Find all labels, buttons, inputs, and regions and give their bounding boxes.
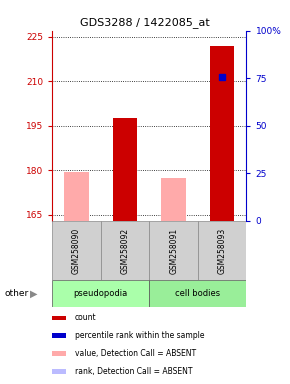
- Bar: [149, 221, 198, 280]
- Bar: [52, 280, 149, 307]
- Text: GSM258090: GSM258090: [72, 227, 81, 274]
- Text: GSM258092: GSM258092: [121, 227, 130, 274]
- Bar: [198, 221, 246, 280]
- Text: count: count: [75, 313, 97, 323]
- Bar: [101, 221, 149, 280]
- Bar: [52, 333, 66, 338]
- Text: GSM258091: GSM258091: [169, 227, 178, 274]
- Bar: [64, 172, 89, 221]
- Text: GSM258093: GSM258093: [218, 227, 227, 274]
- Text: ▶: ▶: [30, 289, 38, 299]
- Bar: [113, 118, 137, 221]
- Bar: [210, 46, 234, 221]
- Text: value, Detection Call = ABSENT: value, Detection Call = ABSENT: [75, 349, 196, 358]
- Bar: [52, 351, 66, 356]
- Text: percentile rank within the sample: percentile rank within the sample: [75, 331, 205, 340]
- Bar: [149, 280, 246, 307]
- Text: GDS3288 / 1422085_at: GDS3288 / 1422085_at: [80, 17, 210, 28]
- Bar: [52, 221, 101, 280]
- Bar: [52, 316, 66, 321]
- Text: cell bodies: cell bodies: [175, 289, 220, 298]
- Text: rank, Detection Call = ABSENT: rank, Detection Call = ABSENT: [75, 367, 193, 376]
- Bar: [162, 178, 186, 221]
- Text: pseudopodia: pseudopodia: [74, 289, 128, 298]
- Text: other: other: [4, 289, 29, 298]
- Bar: [52, 369, 66, 374]
